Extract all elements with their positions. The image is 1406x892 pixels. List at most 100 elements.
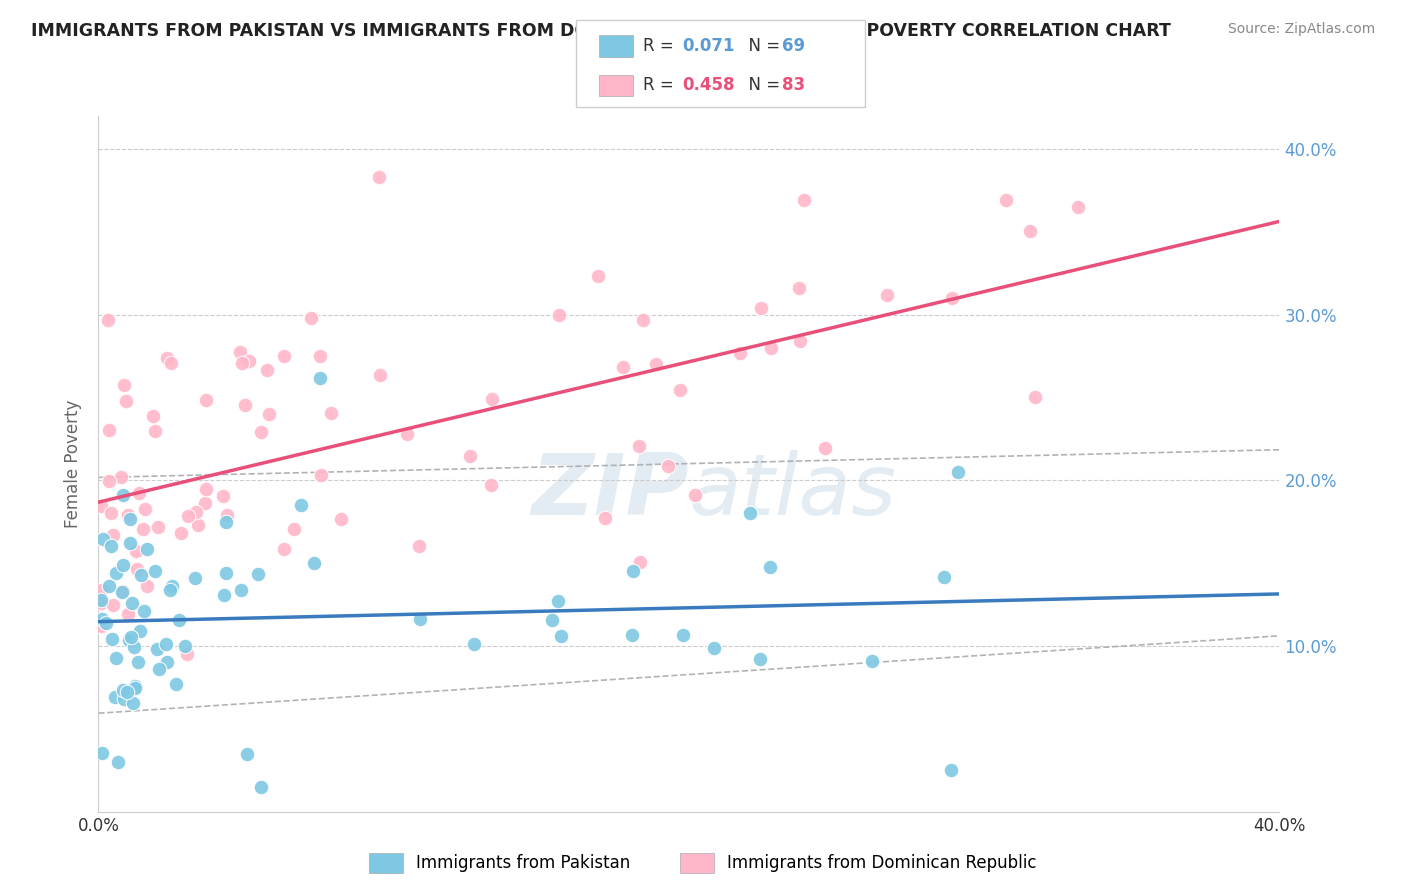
Point bbox=[142, 409, 165, 424]
Point bbox=[127, 655, 149, 669]
Text: atlas: atlas bbox=[689, 450, 897, 533]
Point bbox=[103, 598, 125, 612]
Text: R =: R = bbox=[643, 37, 679, 55]
Point bbox=[309, 349, 332, 363]
Point bbox=[124, 681, 146, 695]
Point bbox=[370, 368, 392, 382]
Point bbox=[215, 516, 238, 530]
Point bbox=[98, 423, 121, 437]
Point bbox=[703, 640, 725, 655]
Point bbox=[479, 478, 502, 492]
Point bbox=[290, 499, 312, 513]
Point bbox=[112, 691, 135, 706]
Text: IMMIGRANTS FROM PAKISTAN VS IMMIGRANTS FROM DOMINICAN REPUBLIC FEMALE POVERTY CO: IMMIGRANTS FROM PAKISTAN VS IMMIGRANTS F… bbox=[31, 22, 1171, 40]
Point bbox=[396, 426, 419, 441]
Point bbox=[107, 755, 129, 769]
Point bbox=[169, 526, 191, 541]
Text: 0.071: 0.071 bbox=[682, 37, 734, 55]
Point bbox=[184, 571, 207, 585]
Point bbox=[104, 651, 127, 665]
Point bbox=[229, 582, 252, 597]
Point bbox=[98, 474, 121, 488]
Point bbox=[789, 334, 811, 348]
Point bbox=[1018, 224, 1040, 238]
Point bbox=[408, 611, 430, 625]
Point bbox=[156, 656, 179, 670]
Point bbox=[90, 500, 112, 514]
Point bbox=[195, 392, 218, 407]
Point bbox=[132, 604, 155, 618]
Text: R =: R = bbox=[643, 77, 679, 95]
Point bbox=[547, 308, 569, 322]
Point bbox=[749, 301, 772, 315]
Point bbox=[124, 640, 146, 655]
Point bbox=[1067, 200, 1090, 214]
Point bbox=[117, 508, 139, 522]
Point bbox=[631, 312, 654, 326]
Point bbox=[215, 566, 238, 581]
Point bbox=[627, 439, 650, 453]
Point bbox=[256, 363, 278, 377]
Point bbox=[105, 566, 128, 581]
Point bbox=[793, 193, 815, 207]
Point bbox=[96, 313, 118, 327]
Point bbox=[229, 344, 252, 359]
Point bbox=[246, 566, 269, 581]
Point bbox=[120, 535, 142, 549]
Point bbox=[593, 511, 616, 525]
Point bbox=[187, 518, 209, 533]
Point bbox=[176, 648, 198, 662]
Point bbox=[730, 345, 752, 359]
Point bbox=[159, 356, 181, 370]
Point bbox=[115, 685, 138, 699]
Point bbox=[301, 311, 323, 326]
Point bbox=[550, 629, 572, 643]
Text: 0.458: 0.458 bbox=[682, 77, 734, 95]
Point bbox=[541, 613, 564, 627]
Point bbox=[860, 655, 883, 669]
Point bbox=[90, 593, 112, 607]
Point bbox=[612, 359, 634, 374]
Point bbox=[932, 570, 955, 584]
Point bbox=[214, 588, 236, 602]
Point bbox=[100, 539, 122, 553]
Point bbox=[160, 578, 183, 592]
Point bbox=[621, 564, 644, 578]
Point bbox=[184, 505, 207, 519]
Point bbox=[368, 170, 391, 185]
Point bbox=[121, 596, 143, 610]
Point bbox=[90, 619, 112, 633]
Text: 69: 69 bbox=[782, 37, 804, 55]
Point bbox=[238, 354, 260, 368]
Point bbox=[994, 194, 1017, 208]
Point bbox=[194, 496, 217, 510]
Point bbox=[167, 613, 190, 627]
Point bbox=[621, 628, 644, 642]
Text: N =: N = bbox=[738, 37, 786, 55]
Point bbox=[128, 486, 150, 500]
Point bbox=[134, 502, 156, 516]
Point bbox=[941, 764, 963, 778]
Point bbox=[236, 747, 259, 761]
Point bbox=[319, 406, 342, 420]
Point bbox=[547, 594, 569, 608]
Point bbox=[91, 612, 114, 626]
Point bbox=[112, 584, 135, 599]
Point bbox=[212, 490, 235, 504]
Point bbox=[748, 652, 770, 666]
Point bbox=[309, 370, 332, 384]
Point bbox=[124, 679, 146, 693]
Point bbox=[114, 394, 136, 409]
Point bbox=[177, 508, 200, 523]
Point bbox=[148, 662, 170, 676]
Text: N =: N = bbox=[738, 77, 786, 95]
Point bbox=[645, 357, 668, 371]
Point bbox=[174, 639, 197, 653]
Point bbox=[941, 292, 963, 306]
Point bbox=[90, 582, 112, 597]
Point bbox=[672, 628, 695, 642]
Point bbox=[118, 633, 141, 648]
Point bbox=[257, 407, 280, 421]
Y-axis label: Female Poverty: Female Poverty bbox=[65, 400, 83, 528]
Point bbox=[91, 532, 114, 546]
